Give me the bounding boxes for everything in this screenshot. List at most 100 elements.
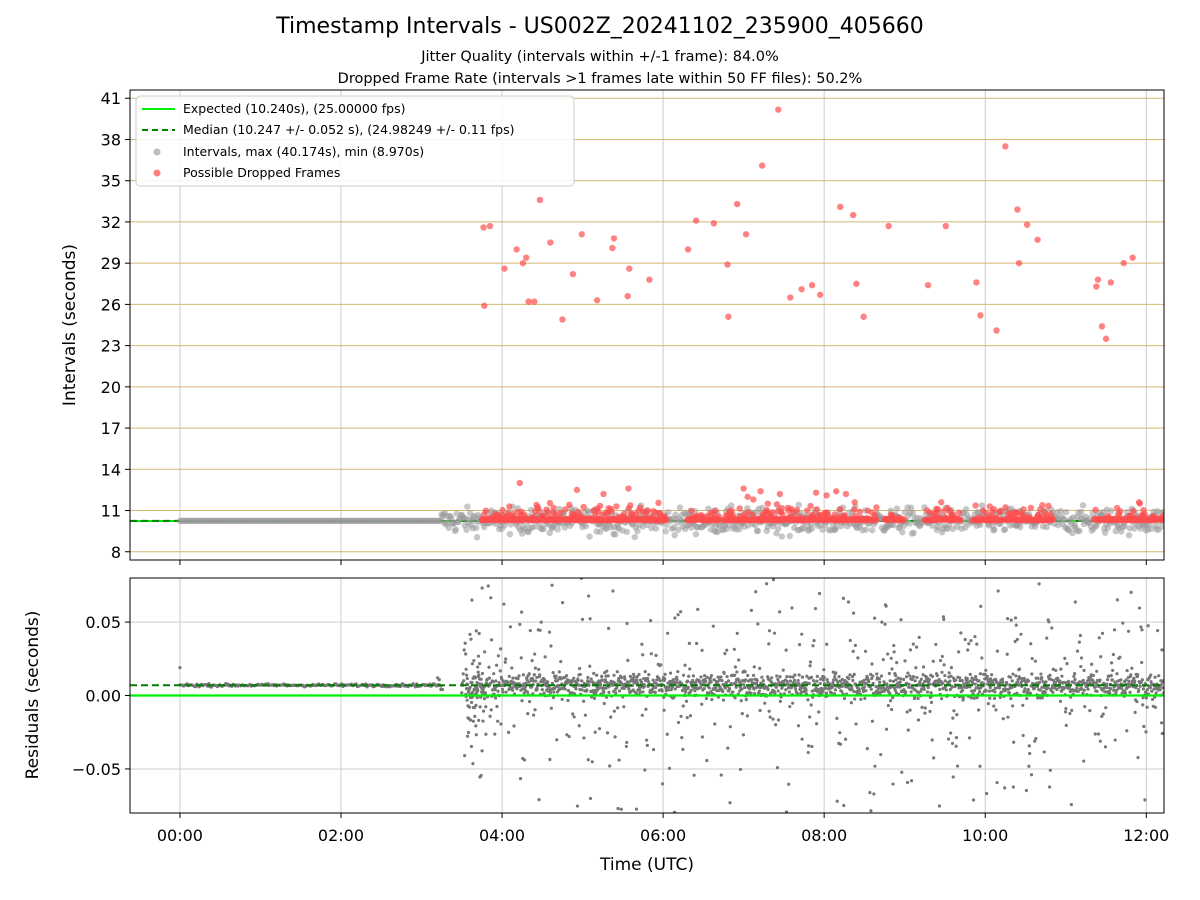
residual-point (1064, 723, 1068, 728)
residual-point (972, 696, 976, 700)
residual-point (707, 686, 711, 690)
top-ytick-label: 29 (101, 254, 121, 273)
residual-point (869, 687, 873, 691)
residual-point (605, 731, 610, 735)
residual-point (590, 760, 594, 764)
dropped-frame-point (596, 502, 604, 510)
residual-point (1114, 691, 1118, 695)
residual-point (778, 610, 782, 614)
residual-point (849, 701, 853, 705)
residual-point (692, 773, 696, 777)
residual-point (695, 641, 699, 646)
residual-point (886, 652, 890, 656)
residual-point (502, 602, 506, 606)
residual-point (620, 676, 624, 680)
residual-point (954, 744, 958, 748)
residual-point (797, 673, 801, 677)
residual-point (572, 715, 576, 719)
residual-point (467, 705, 472, 709)
residual-point (854, 722, 858, 726)
residual-point (911, 642, 915, 646)
residual-point (646, 680, 651, 684)
residual-point (542, 677, 547, 682)
residual-point (496, 689, 500, 693)
residual-point (705, 758, 709, 763)
residual-point (681, 747, 685, 751)
residual-point (749, 608, 753, 612)
dropped-frame-point (816, 291, 824, 298)
residual-point (842, 803, 846, 808)
dropped-frame-point (798, 286, 805, 293)
residual-point (493, 696, 498, 700)
residual-point (987, 689, 992, 693)
residual-point (566, 698, 570, 703)
residual-point (839, 689, 844, 693)
residual-point (769, 680, 773, 684)
residual-point (838, 679, 842, 683)
interval-point (890, 521, 897, 529)
dropped-frame-point (580, 503, 587, 511)
residual-point (688, 667, 692, 671)
residual-point (812, 639, 816, 643)
residual-point (781, 668, 785, 672)
residual-point (1157, 674, 1161, 678)
residual-point (771, 717, 775, 721)
residual-point (1054, 668, 1058, 673)
residual-point (592, 696, 597, 700)
residual-point (675, 678, 679, 682)
residual-point (511, 676, 515, 680)
residual-point (1137, 687, 1141, 692)
residual-point (1108, 691, 1112, 696)
interval-point (464, 503, 471, 510)
interval-point (1016, 523, 1024, 531)
residual-point (1062, 686, 1067, 690)
interval-point (634, 527, 641, 535)
residual-point (583, 713, 587, 717)
residual-point (586, 675, 590, 680)
residual-point (893, 673, 898, 678)
residual-point (598, 686, 602, 690)
residual-point (495, 704, 499, 709)
residual-point (1073, 677, 1077, 682)
residual-point (1083, 704, 1087, 709)
residual-point (1068, 711, 1072, 716)
residual-point (1124, 678, 1128, 682)
residual-point (846, 600, 851, 604)
residual-point (927, 677, 931, 682)
dropped-frame-point (1020, 506, 1027, 513)
residual-point (863, 696, 867, 700)
residual-point (631, 672, 636, 676)
residual-point (1129, 673, 1133, 677)
residual-point (716, 680, 720, 684)
residual-point (1133, 679, 1137, 684)
residual-point (1032, 686, 1036, 690)
residual-point (679, 610, 683, 614)
residual-point (473, 687, 477, 692)
chart-subtitle-jitter: Jitter Quality (intervals within +/-1 fr… (421, 49, 779, 65)
top-ylabel: Intervals (seconds) (60, 244, 80, 406)
residual-point (1015, 691, 1019, 695)
residual-point (767, 629, 772, 633)
residual-point (466, 730, 471, 735)
residual-point (659, 663, 663, 667)
residual-point (949, 731, 953, 735)
residual-point (470, 700, 474, 704)
residual-point (733, 696, 737, 700)
residual-point (1072, 681, 1076, 685)
residual-point (484, 705, 488, 709)
residual-point (733, 673, 737, 677)
residual-point (1023, 687, 1027, 691)
residual-point (580, 688, 584, 692)
residual-point (616, 706, 620, 710)
residual-point (470, 681, 474, 685)
residual-point (497, 681, 501, 685)
residual-point (546, 680, 550, 684)
dropped-frame-point (973, 279, 980, 286)
residual-point (1058, 699, 1063, 703)
residual-point (1013, 639, 1017, 644)
residual-point (932, 756, 936, 760)
residual-point (898, 680, 902, 684)
dropped-frame-point (1015, 259, 1023, 267)
dropped-frame-point (644, 507, 652, 514)
residual-point (835, 799, 839, 803)
